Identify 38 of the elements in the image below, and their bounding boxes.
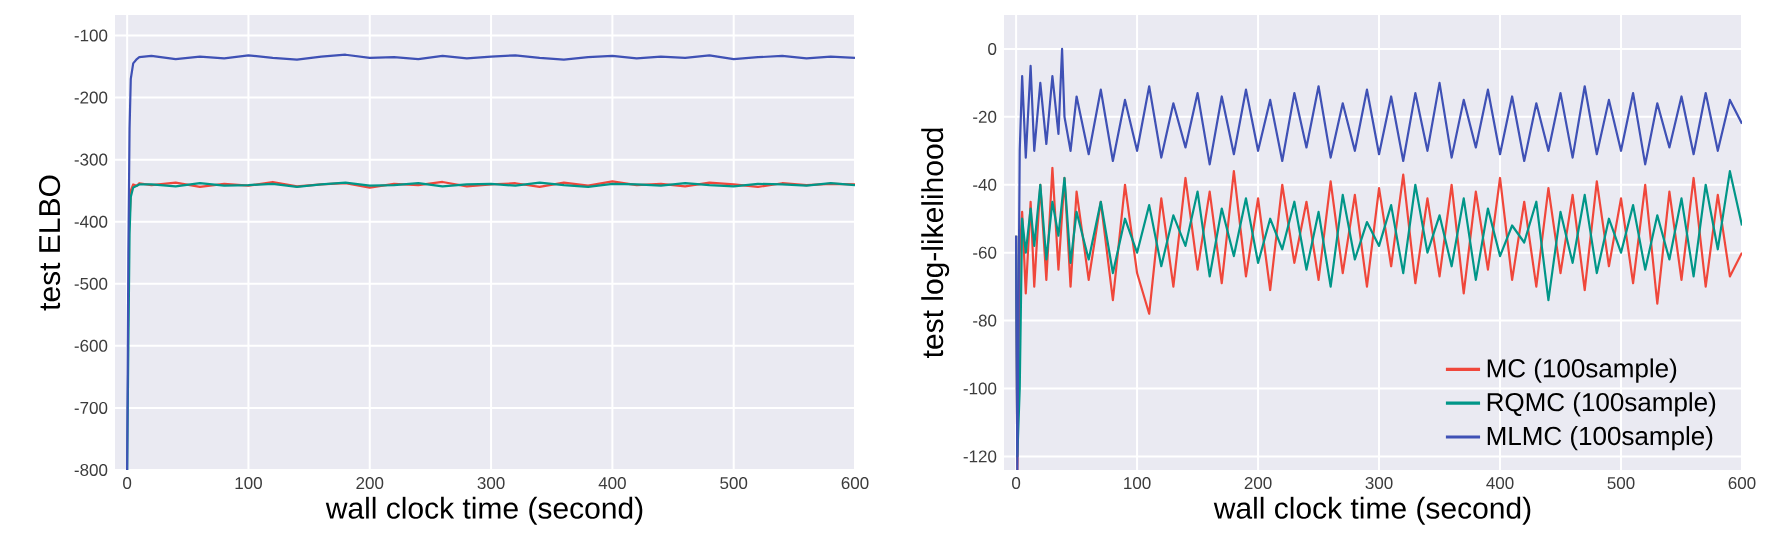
y-tick-label: -600 <box>74 339 108 352</box>
x-tick-label: 300 <box>477 477 505 490</box>
x-axis-title: wall clock time (second) <box>1213 496 1531 525</box>
x-tick-label: 600 <box>1728 477 1756 490</box>
x-tick-label: 400 <box>598 477 626 490</box>
x-tick-label: 0 <box>123 477 132 490</box>
y-tick-label: 0 <box>988 42 997 55</box>
y-tick-label: -800 <box>74 463 108 476</box>
x-tick-label: 400 <box>1486 477 1514 490</box>
y-tick-label: -20 <box>973 110 997 123</box>
x-axis-title: wall clock time (second) <box>325 496 643 525</box>
line-series <box>1015 47 1742 470</box>
line-series <box>126 53 855 470</box>
y-tick-label: -100 <box>963 382 997 395</box>
legend-label: MLMC (100sample) <box>1487 426 1713 451</box>
x-tick-label: 500 <box>720 477 748 490</box>
x-tick-label: 200 <box>356 477 384 490</box>
x-tick-label: 500 <box>1607 477 1635 490</box>
legend-label: MC (100sample) <box>1487 358 1677 383</box>
y-tick-label: -120 <box>963 450 997 463</box>
x-tick-label: 0 <box>1012 477 1021 490</box>
y-tick-label: -60 <box>973 246 997 259</box>
y-tick-label: -500 <box>74 277 108 290</box>
y-tick-label: -400 <box>74 215 108 228</box>
y-tick-label: -80 <box>973 314 997 327</box>
y-tick-label: -100 <box>74 29 108 42</box>
y-tick-label: -200 <box>74 91 108 104</box>
y-tick-label: -40 <box>973 178 997 191</box>
y-tick-label: -300 <box>74 153 108 166</box>
x-tick-label: 200 <box>1244 477 1272 490</box>
y-axis-title: test ELBO <box>38 175 61 311</box>
legend-label: RQMC (100sample) <box>1487 392 1716 417</box>
y-axis-title: test log-likelihood <box>921 128 950 358</box>
x-tick-label: 600 <box>841 477 869 490</box>
y-tick-label: -700 <box>74 401 108 414</box>
x-tick-label: 100 <box>235 477 262 490</box>
x-tick-label: 100 <box>1124 477 1151 490</box>
x-tick-label: 300 <box>1365 477 1393 490</box>
